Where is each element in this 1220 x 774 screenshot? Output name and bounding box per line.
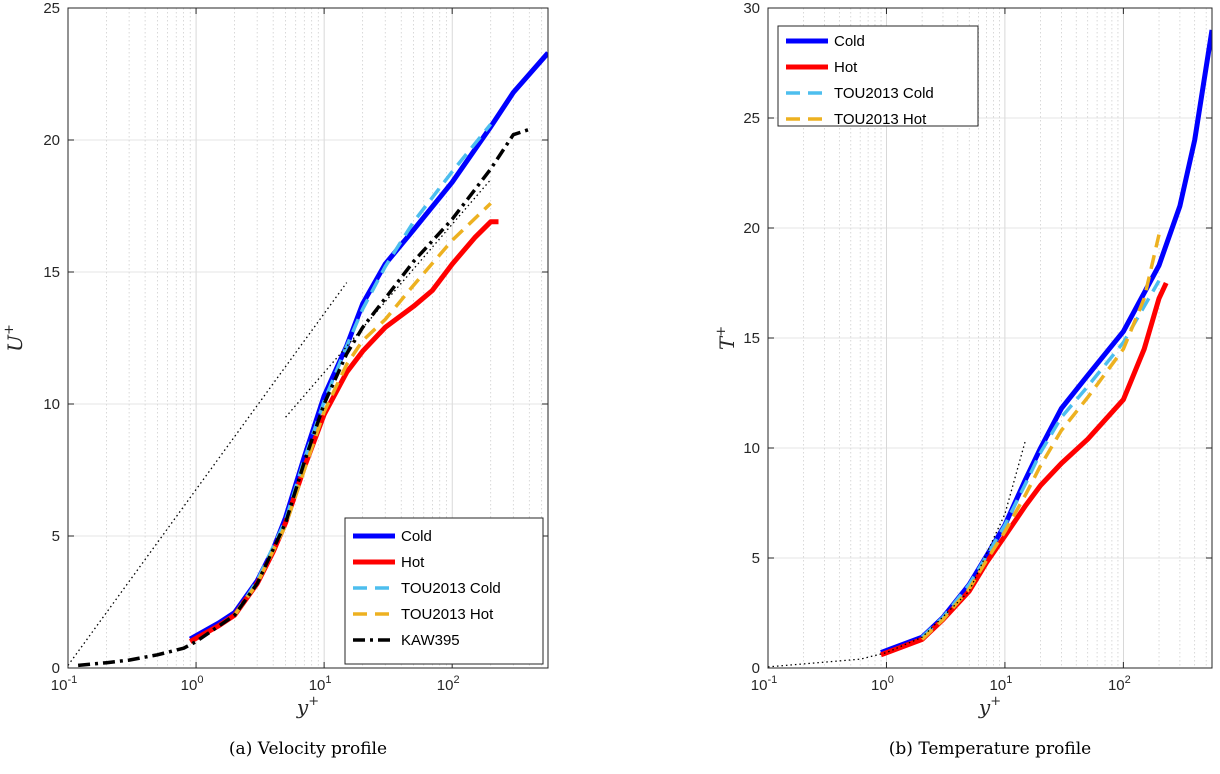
y-tick-label: 25 xyxy=(43,0,60,17)
figure-caption: (b) Temperature profile xyxy=(889,739,1091,759)
x-tick-label: 10-1 xyxy=(51,674,77,694)
x-tick-label: 100 xyxy=(871,674,894,694)
legend-label: TOU2013 Hot xyxy=(401,606,494,623)
x-axis-label: y+ xyxy=(978,694,1001,719)
y-tick-label: 5 xyxy=(52,528,60,545)
legend-label: TOU2013 Hot xyxy=(834,111,927,128)
reference-dotted-line xyxy=(68,282,348,666)
y-tick-label: 20 xyxy=(743,220,760,237)
legend-label: Hot xyxy=(401,554,425,571)
series-tou2013-cold-line xyxy=(920,279,1161,639)
series-kaw395-line xyxy=(77,127,530,668)
x-axis-label: y+ xyxy=(296,694,319,719)
legend-label: Hot xyxy=(834,59,858,76)
reference-dotted-line xyxy=(768,439,1027,668)
x-tick-label: 10-1 xyxy=(751,674,777,694)
y-tick-label: 0 xyxy=(52,660,60,677)
velocity-profile-chart: 0 5 10 15 20 25 10-1 100 101 102 y+ U+ (a) Velocity … xyxy=(2,0,549,759)
y-tick-label: 15 xyxy=(43,264,60,281)
y-tick-label: 15 xyxy=(743,330,760,347)
y-tick-label: 10 xyxy=(743,440,760,457)
legend: Cold Hot TOU2013 Cold TOU2013 Hot KAW395 xyxy=(344,517,544,665)
axes-frame xyxy=(67,7,549,669)
x-tick-label: 101 xyxy=(309,674,332,694)
y-axis-label: T+ xyxy=(714,326,739,350)
y-tick-label: 10 xyxy=(43,396,60,413)
legend-label: Cold xyxy=(401,528,432,545)
y-tick-label: 0 xyxy=(752,660,760,677)
temperature-profile-chart: 0 5 10 15 20 25 30 10-1 100 101 102 y+ T+ (b) Tempera… xyxy=(714,0,1213,759)
x-tick-label: 100 xyxy=(181,674,204,694)
legend: Cold Hot TOU2013 Cold TOU2013 Hot xyxy=(777,25,979,128)
y-tick-label: 5 xyxy=(752,550,760,567)
legend-label: KAW395 xyxy=(401,632,460,649)
legend-label: TOU2013 Cold xyxy=(834,85,934,102)
x-tick-label: 101 xyxy=(990,674,1013,694)
reference-dotted-line xyxy=(285,179,492,418)
series-tou2013-hot-line xyxy=(920,234,1161,641)
x-tick-label: 102 xyxy=(437,674,460,694)
x-tick-label: 102 xyxy=(1108,674,1131,694)
series-group xyxy=(68,51,548,668)
series-tou2013-cold-line xyxy=(233,123,493,617)
y-tick-label: 25 xyxy=(743,110,760,127)
legend-label: TOU2013 Cold xyxy=(401,580,501,597)
series-group xyxy=(768,29,1212,668)
figure-caption: (a) Velocity profile xyxy=(229,739,387,759)
series-tou2013-hot-line xyxy=(233,202,492,617)
y-axis-label: U+ xyxy=(2,324,27,352)
legend-label: Cold xyxy=(834,33,865,50)
y-tick-label: 20 xyxy=(43,132,60,149)
y-tick-label: 30 xyxy=(743,0,760,17)
